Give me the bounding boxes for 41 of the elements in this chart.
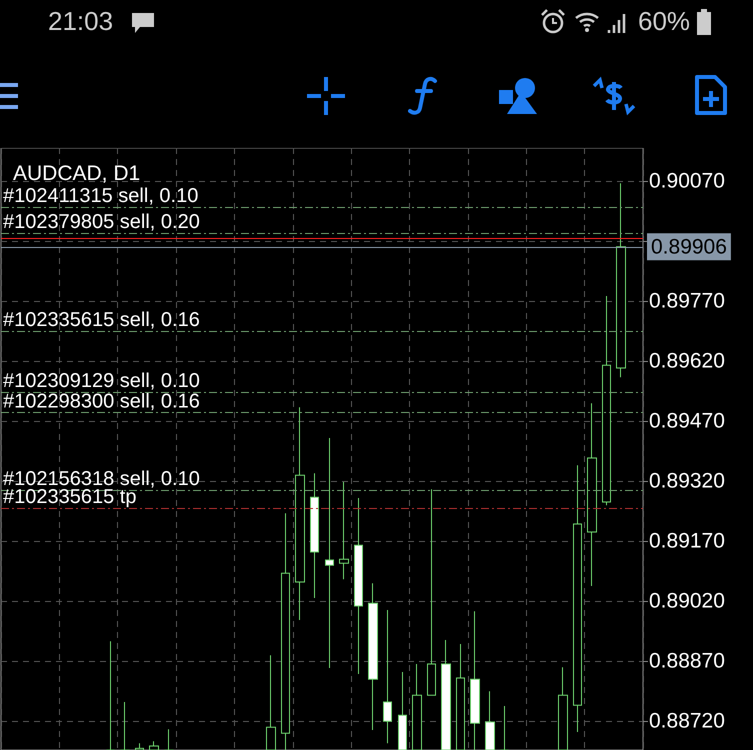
candlestick	[456, 644, 465, 750]
y-tick-label: 0.89170	[649, 530, 725, 553]
candlestick	[310, 472, 319, 598]
candlestick	[485, 690, 495, 750]
candlestick	[325, 438, 334, 668]
y-tick-label: 0.89020	[649, 590, 725, 613]
candlestick	[266, 654, 276, 750]
ref-line-label: #102411315 sell, 0.10	[3, 184, 198, 207]
candlestick	[470, 610, 480, 750]
candlestick	[149, 740, 159, 750]
text: AUDCAD, D1	[13, 162, 140, 185]
candlestick	[573, 464, 582, 732]
y-tick-label: 0.88720	[649, 710, 725, 733]
candlestick	[558, 666, 568, 750]
candlestick	[135, 742, 144, 750]
ref-line-label: #102335615 sell, 0.16	[3, 309, 200, 332]
ref-line-label: #102309129 sell, 0.10	[3, 370, 200, 392]
candlestick	[383, 610, 392, 744]
candlestick	[587, 402, 597, 586]
candlestick	[281, 512, 290, 750]
y-tick-label: 0.89320	[649, 470, 725, 493]
candlestick	[427, 488, 436, 696]
candlestick	[441, 640, 451, 750]
y-tick-label: 0.90070	[649, 170, 725, 193]
ref-line-label: #102379805 sell, 0.20	[3, 210, 200, 233]
y-tick-label: 0.89770	[649, 290, 725, 313]
candlestick	[616, 182, 626, 378]
candlestick	[368, 582, 378, 730]
ref-line-label: #102298300 sell, 0.16	[3, 390, 200, 412]
candlestick	[602, 296, 611, 506]
candlestick	[398, 672, 407, 750]
text: 21:03	[48, 6, 114, 37]
candlestick	[339, 482, 349, 580]
candlestick	[295, 406, 305, 620]
y-tick-label: 0.89620	[649, 350, 725, 373]
y-tick-label: 0.88870	[649, 650, 725, 673]
text: 60%	[638, 6, 690, 37]
candlestick	[354, 498, 363, 674]
y-tick-label: 0.89470	[649, 410, 725, 433]
candlestick	[412, 664, 422, 750]
ref-line-label: 0.89906	[651, 235, 727, 258]
